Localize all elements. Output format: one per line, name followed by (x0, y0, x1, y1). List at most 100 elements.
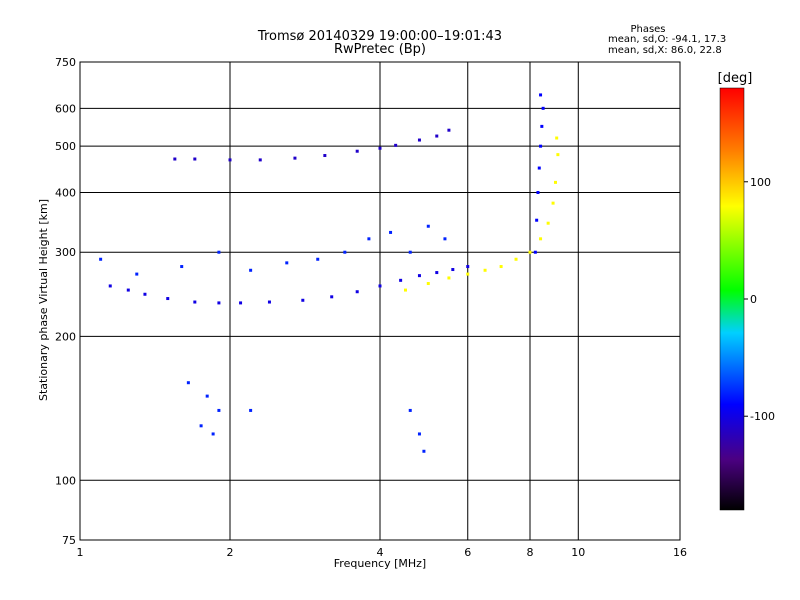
echo-point (466, 273, 469, 276)
echo-point (143, 293, 146, 296)
echo-point (529, 251, 532, 254)
y-axis-label: Stationary phase Virtual Height [km] (37, 199, 50, 401)
y-tick-label: 75 (62, 534, 76, 547)
echo-point (422, 450, 425, 453)
echo-point (556, 153, 559, 156)
echo-point (552, 202, 555, 205)
echo-point (330, 295, 333, 298)
echo-point (99, 258, 102, 261)
y-tick-label: 200 (55, 330, 76, 343)
echo-point (427, 282, 430, 285)
echo-point (249, 269, 252, 272)
echo-point (409, 409, 412, 412)
echo-point (484, 269, 487, 272)
echo-point (418, 432, 421, 435)
y-tick-label: 750 (55, 56, 76, 69)
colorbar (720, 88, 744, 510)
echo-point (554, 181, 557, 184)
x-tick-label: 6 (464, 546, 471, 559)
stats-x-mode: mean, sd,X: 86.0, 22.8 (608, 45, 722, 56)
echo-point (389, 231, 392, 234)
colorbar-tick-label: 100 (750, 176, 771, 189)
echo-point (135, 273, 138, 276)
y-tick-label: 400 (55, 186, 76, 199)
echo-point (217, 301, 220, 304)
echo-point (301, 299, 304, 302)
echo-point (555, 137, 558, 140)
echo-point (217, 251, 220, 254)
echo-point (239, 301, 242, 304)
echo-point (500, 265, 503, 268)
echo-point (418, 139, 421, 142)
echo-point (193, 158, 196, 161)
x-tick-label: 16 (673, 546, 687, 559)
x-axis-label: Frequency [MHz] (334, 557, 426, 570)
colorbar-tick-label: 0 (750, 293, 757, 306)
echo-point (193, 301, 196, 304)
echo-point (539, 237, 542, 240)
echo-point (535, 219, 538, 222)
echo-point (451, 268, 454, 271)
echo-point (447, 276, 450, 279)
echo-point (229, 158, 232, 161)
echo-point (515, 258, 518, 261)
echo-point (466, 265, 469, 268)
y-tick-label: 600 (55, 102, 76, 115)
y-tick-label: 100 (55, 474, 76, 487)
echo-point (435, 271, 438, 274)
echo-point (379, 147, 382, 150)
colorbar-tick-label: -100 (750, 410, 775, 423)
echo-point (540, 125, 543, 128)
echo-point (249, 409, 252, 412)
echo-point (206, 395, 209, 398)
echo-point (534, 251, 537, 254)
echo-point (538, 167, 541, 170)
echo-point (212, 432, 215, 435)
y-tick-label: 300 (55, 246, 76, 259)
ionogram-chart: Tromsø 20140329 19:00:00–19:01:43 RwPret… (0, 0, 800, 600)
colorbar-ticks: 100 0 -100 (744, 176, 775, 423)
echo-point (343, 251, 346, 254)
echo-point (356, 150, 359, 153)
echo-point (180, 265, 183, 268)
echo-point (127, 289, 130, 292)
y-tick-labels: 75 100 200 300 400 500 600 750 (55, 56, 76, 547)
colorbar-label: [deg] (718, 71, 753, 86)
stats-o-mode: mean, sd,O: -94.1, 17.3 (608, 34, 726, 45)
echo-point (109, 284, 112, 287)
echo-point (285, 261, 288, 264)
echo-point (394, 144, 397, 147)
echo-point (435, 135, 438, 138)
echo-point (536, 191, 539, 194)
echo-point (379, 284, 382, 287)
echo-point (367, 237, 370, 240)
echo-point (173, 158, 176, 161)
echo-point (539, 145, 542, 148)
echo-point (404, 289, 407, 292)
echo-point (217, 409, 220, 412)
chart-subtitle: RwPretec (Bp) (334, 42, 426, 57)
echo-point (316, 258, 319, 261)
echo-point (356, 290, 359, 293)
x-tick-label: 10 (571, 546, 585, 559)
echo-point (187, 381, 190, 384)
echo-point (427, 225, 430, 228)
y-tick-label: 500 (55, 140, 76, 153)
x-tick-label: 8 (527, 546, 534, 559)
echo-point (443, 237, 446, 240)
echo-point (547, 222, 550, 225)
echo-point (293, 157, 296, 160)
echo-point (259, 158, 262, 161)
echo-point (447, 129, 450, 132)
echo-point (399, 279, 402, 282)
echo-point (166, 297, 169, 300)
x-tick-label: 2 (227, 546, 234, 559)
echo-point (409, 251, 412, 254)
echo-point (418, 274, 421, 277)
x-tick-label: 1 (77, 546, 84, 559)
echo-point (200, 424, 203, 427)
echo-point (323, 154, 326, 157)
echo-point (268, 301, 271, 304)
echo-point (542, 107, 545, 110)
echo-point (539, 93, 542, 96)
